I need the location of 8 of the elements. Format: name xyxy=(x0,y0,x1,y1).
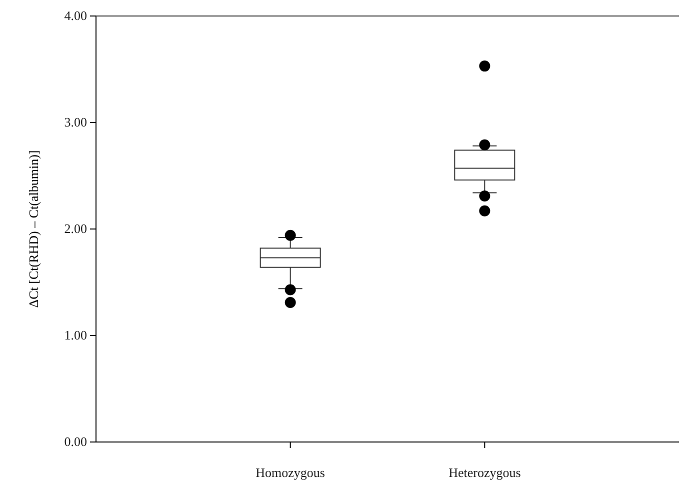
y-tick-label: 0.00 xyxy=(64,434,87,450)
y-tick-label: 2.00 xyxy=(64,221,87,236)
y-axis-title: ΔCt [Ct(RHD) – Ct(albumin)] xyxy=(26,150,41,308)
y-tick-label: 3.00 xyxy=(64,114,87,130)
y-tick-label: 1.00 xyxy=(64,328,87,343)
x-tick-label: Heterozygous xyxy=(448,465,521,480)
x-tick-label: Homozygous xyxy=(256,465,326,480)
y-tick-label: 4.00 xyxy=(64,8,87,24)
